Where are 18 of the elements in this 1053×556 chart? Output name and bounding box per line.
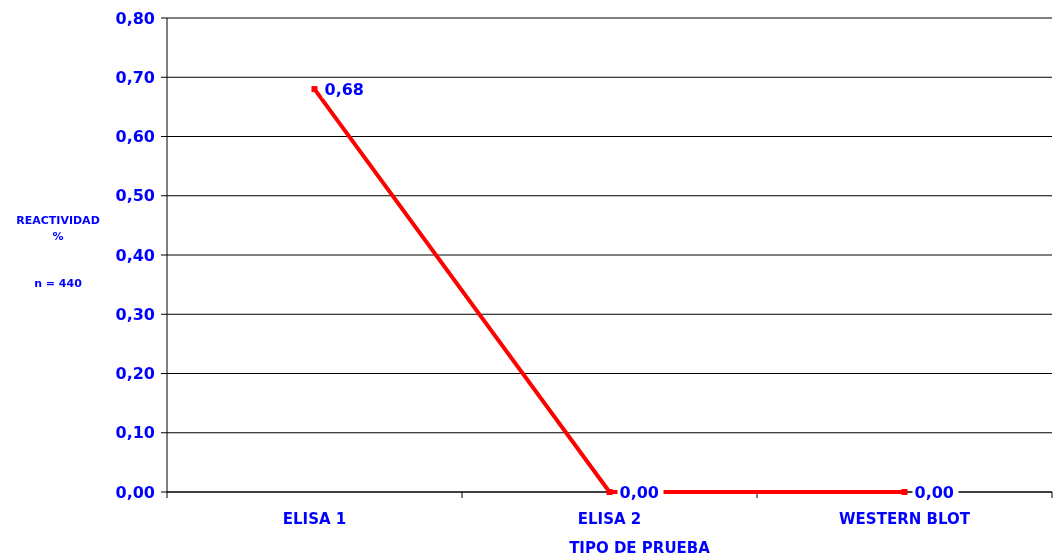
y-tick-label: 0,20 <box>115 364 155 384</box>
y-tick-label: 0,50 <box>115 186 155 206</box>
y-tick-label: 0,60 <box>115 127 155 147</box>
y-tick-label: 0,00 <box>115 482 155 502</box>
y-tick-label: 0,40 <box>115 245 155 265</box>
y-tick-label: 0,30 <box>115 304 155 324</box>
data-label: 0,00 <box>914 482 954 502</box>
x-tick-label: WESTERN BLOT <box>839 510 971 528</box>
y-tick-label: 0,10 <box>115 423 155 443</box>
x-tick-label: ELISA 2 <box>577 510 642 528</box>
x-axis-title: TIPO DE PRUEBA <box>569 539 711 556</box>
x-tick-label: ELISA 1 <box>282 510 347 528</box>
y-axis-title: REACTIVIDAD % <box>16 214 100 243</box>
y-tick-label: 0,80 <box>115 8 155 28</box>
data-label: 0,68 <box>324 79 364 99</box>
y-tick-label: 0,70 <box>115 67 155 87</box>
data-label: 0,00 <box>619 482 659 502</box>
text: n = 440 <box>34 277 83 290</box>
